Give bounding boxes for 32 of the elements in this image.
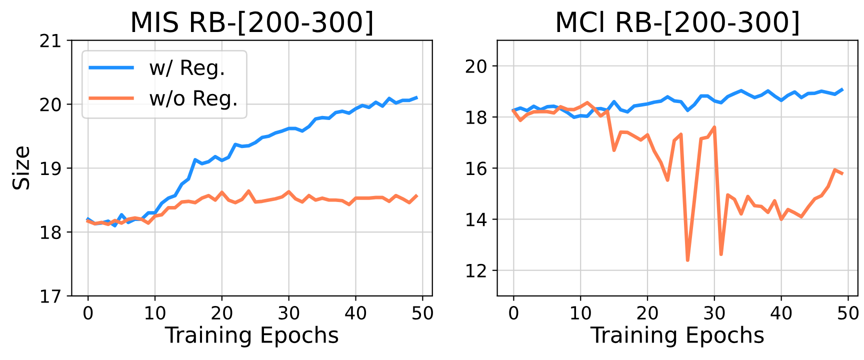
chart-title: MCl RB-[200-300] [557, 10, 798, 36]
y-tick-label: 16 [466, 162, 486, 176]
y-axis-title: Size [12, 146, 30, 190]
x-axis-title: Training Epochs [164, 326, 338, 348]
x-axis-title: Training Epochs [590, 326, 764, 348]
x-tick-label: 20 [637, 306, 658, 320]
y-tick-label: 18 [40, 225, 61, 240]
line-series [512, 100, 844, 262]
y-tick-label: 20 [466, 59, 486, 73]
x-tick-label: 50 [838, 306, 859, 320]
line-series [512, 88, 844, 119]
x-tick-label: 0 [84, 306, 93, 320]
y-tick-label: 20 [40, 98, 61, 112]
legend-label: w/o Reg. [150, 90, 236, 110]
line-series [86, 189, 418, 226]
x-tick-label: 30 [704, 306, 725, 320]
x-tick-label: 40 [345, 306, 366, 320]
y-tick-label: 18 [466, 110, 486, 124]
x-tick-label: 50 [412, 306, 433, 320]
chart-title: MIS RB-[200-300] [132, 10, 372, 36]
x-tick-label: 10 [571, 306, 591, 320]
x-tick-label: 20 [212, 306, 232, 320]
legend-label: w/ Reg. [150, 60, 224, 80]
x-tick-label: 40 [770, 306, 792, 320]
y-tick-label: 12 [466, 264, 486, 278]
y-tick-label: 17 [40, 290, 60, 303]
y-tick-label: 21 [40, 34, 60, 48]
y-tick-label: 19 [40, 162, 61, 176]
y-tick-label: 14 [466, 212, 487, 226]
x-tick-label: 10 [146, 306, 166, 320]
x-tick-label: 30 [278, 306, 300, 320]
x-tick-label: 0 [509, 306, 518, 320]
